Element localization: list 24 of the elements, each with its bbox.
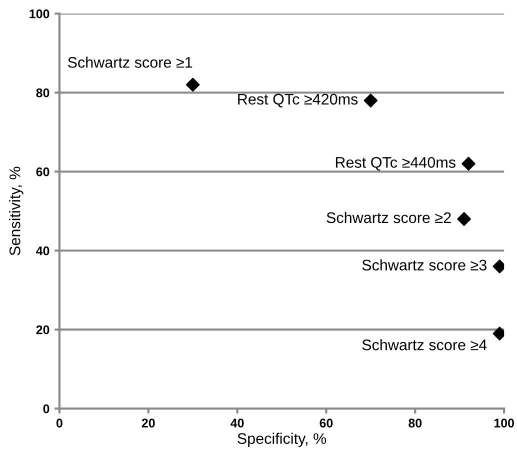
x-tick-label: 20 — [142, 418, 155, 428]
x-tick-label: 0 — [56, 418, 62, 428]
x-tick-label: 40 — [230, 418, 244, 428]
y-tick-label: 20 — [36, 325, 50, 334]
y-tick-label: 60 — [36, 167, 50, 176]
x-tick-label: 100 — [494, 418, 514, 428]
x-axis-title: Specificity, % — [238, 432, 326, 447]
y-tick-label: 100 — [30, 9, 50, 18]
annotation: Schwartz score ≥1 — [68, 56, 192, 68]
y-tick-label: 0 — [43, 404, 50, 414]
annotation: Rest QTc ≥440ms — [336, 156, 456, 171]
y-tick-label: 40 — [36, 246, 50, 256]
point — [364, 94, 378, 108]
y-tick-label: 80 — [36, 88, 50, 98]
point — [186, 78, 200, 92]
x-tick-label: 80 — [408, 418, 422, 428]
annotation: Schwartz score ≥3 — [362, 259, 486, 271]
x-tick-label: 60 — [320, 418, 333, 428]
point — [462, 156, 476, 171]
point — [457, 212, 471, 226]
annotation: Schwartz score ≥4 — [362, 339, 487, 350]
y-axis-title: Sensitivity, % — [9, 166, 24, 256]
annotation: Schwartz score ≥2 — [326, 212, 451, 224]
annotation: Rest QTc ≥420ms — [238, 94, 358, 108]
